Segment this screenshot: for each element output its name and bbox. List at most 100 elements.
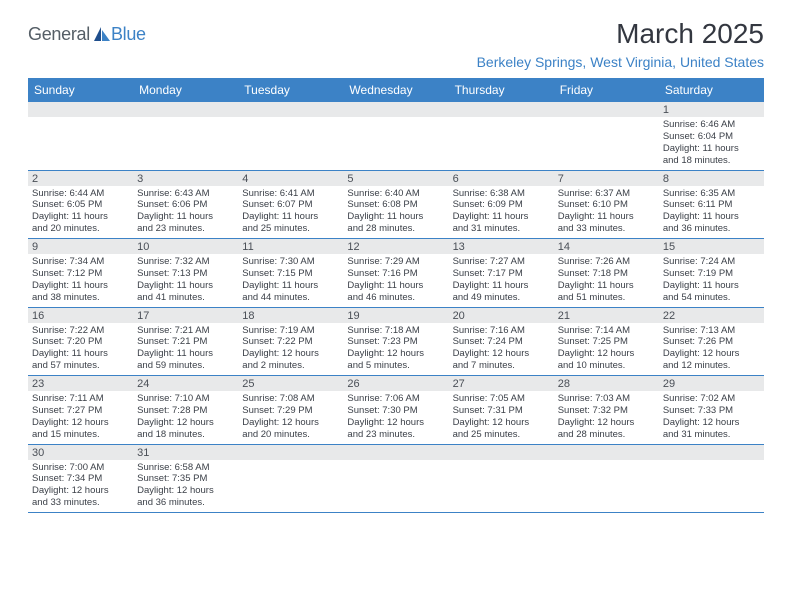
day-cell <box>343 117 448 170</box>
calendar-week: 16171819202122Sunrise: 7:22 AMSunset: 7:… <box>28 308 764 377</box>
day-number: 13 <box>449 239 554 254</box>
daylight-text-1: Daylight: 11 hours <box>32 348 129 360</box>
day-content-row: Sunrise: 7:00 AMSunset: 7:34 PMDaylight:… <box>28 460 764 513</box>
sunset-text: Sunset: 7:17 PM <box>453 268 550 280</box>
daylight-text-2: and 31 minutes. <box>453 223 550 235</box>
weekday-header: Wednesday <box>343 78 448 102</box>
day-number <box>133 102 238 117</box>
daylight-text-1: Daylight: 11 hours <box>137 211 234 223</box>
sunset-text: Sunset: 7:24 PM <box>453 336 550 348</box>
sunset-text: Sunset: 7:32 PM <box>558 405 655 417</box>
day-cell: Sunrise: 7:19 AMSunset: 7:22 PMDaylight:… <box>238 323 343 376</box>
day-number: 10 <box>133 239 238 254</box>
sunrise-text: Sunrise: 6:43 AM <box>137 188 234 200</box>
daylight-text-1: Daylight: 12 hours <box>663 348 760 360</box>
calendar-week: 9101112131415Sunrise: 7:34 AMSunset: 7:1… <box>28 239 764 308</box>
daylight-text-1: Daylight: 11 hours <box>32 211 129 223</box>
day-number: 28 <box>554 376 659 391</box>
weekday-header: Saturday <box>659 78 764 102</box>
day-number: 22 <box>659 308 764 323</box>
daylight-text-1: Daylight: 11 hours <box>558 211 655 223</box>
day-number <box>28 102 133 117</box>
sunset-text: Sunset: 6:08 PM <box>347 199 444 211</box>
day-cell: Sunrise: 7:10 AMSunset: 7:28 PMDaylight:… <box>133 391 238 444</box>
header: General Blue March 2025 Berkeley Springs… <box>28 18 764 70</box>
weekday-header: Monday <box>133 78 238 102</box>
sunset-text: Sunset: 7:26 PM <box>663 336 760 348</box>
logo: General Blue <box>28 24 146 45</box>
sunrise-text: Sunrise: 7:34 AM <box>32 256 129 268</box>
day-cell: Sunrise: 7:00 AMSunset: 7:34 PMDaylight:… <box>28 460 133 513</box>
sunset-text: Sunset: 7:19 PM <box>663 268 760 280</box>
daylight-text-1: Daylight: 11 hours <box>137 348 234 360</box>
day-cell: Sunrise: 7:30 AMSunset: 7:15 PMDaylight:… <box>238 254 343 307</box>
day-number: 1 <box>659 102 764 117</box>
day-number: 21 <box>554 308 659 323</box>
sunrise-text: Sunrise: 6:58 AM <box>137 462 234 474</box>
daylight-text-1: Daylight: 11 hours <box>453 280 550 292</box>
day-number: 27 <box>449 376 554 391</box>
daylight-text-2: and 49 minutes. <box>453 292 550 304</box>
day-cell: Sunrise: 7:27 AMSunset: 7:17 PMDaylight:… <box>449 254 554 307</box>
day-number: 30 <box>28 445 133 460</box>
day-cell: Sunrise: 7:34 AMSunset: 7:12 PMDaylight:… <box>28 254 133 307</box>
day-cell: Sunrise: 7:26 AMSunset: 7:18 PMDaylight:… <box>554 254 659 307</box>
day-number <box>343 445 448 460</box>
sunset-text: Sunset: 7:28 PM <box>137 405 234 417</box>
day-cell <box>238 460 343 513</box>
daylight-text-2: and 54 minutes. <box>663 292 760 304</box>
day-cell <box>343 460 448 513</box>
day-number: 12 <box>343 239 448 254</box>
daylight-text-2: and 33 minutes. <box>32 497 129 509</box>
sunset-text: Sunset: 7:35 PM <box>137 473 234 485</box>
day-number: 16 <box>28 308 133 323</box>
day-number-row: 2345678 <box>28 171 764 186</box>
day-number: 6 <box>449 171 554 186</box>
day-cell: Sunrise: 6:58 AMSunset: 7:35 PMDaylight:… <box>133 460 238 513</box>
daylight-text-2: and 25 minutes. <box>242 223 339 235</box>
sunrise-text: Sunrise: 7:19 AM <box>242 325 339 337</box>
daylight-text-2: and 12 minutes. <box>663 360 760 372</box>
day-cell: Sunrise: 7:24 AMSunset: 7:19 PMDaylight:… <box>659 254 764 307</box>
sunset-text: Sunset: 7:18 PM <box>558 268 655 280</box>
daylight-text-2: and 15 minutes. <box>32 429 129 441</box>
sunset-text: Sunset: 7:33 PM <box>663 405 760 417</box>
day-cell: Sunrise: 7:21 AMSunset: 7:21 PMDaylight:… <box>133 323 238 376</box>
day-number: 7 <box>554 171 659 186</box>
daylight-text-2: and 23 minutes. <box>137 223 234 235</box>
daylight-text-2: and 25 minutes. <box>453 429 550 441</box>
sunrise-text: Sunrise: 6:46 AM <box>663 119 760 131</box>
day-cell: Sunrise: 7:13 AMSunset: 7:26 PMDaylight:… <box>659 323 764 376</box>
sunrise-text: Sunrise: 7:03 AM <box>558 393 655 405</box>
weekday-header-row: SundayMondayTuesdayWednesdayThursdayFrid… <box>28 78 764 102</box>
day-number: 11 <box>238 239 343 254</box>
day-number: 23 <box>28 376 133 391</box>
day-number: 2 <box>28 171 133 186</box>
sunrise-text: Sunrise: 7:26 AM <box>558 256 655 268</box>
calendar-week: 2345678Sunrise: 6:44 AMSunset: 6:05 PMDa… <box>28 171 764 240</box>
sunset-text: Sunset: 6:10 PM <box>558 199 655 211</box>
day-number: 15 <box>659 239 764 254</box>
daylight-text-1: Daylight: 12 hours <box>347 417 444 429</box>
sunrise-text: Sunrise: 7:14 AM <box>558 325 655 337</box>
day-cell: Sunrise: 6:35 AMSunset: 6:11 PMDaylight:… <box>659 186 764 239</box>
daylight-text-1: Daylight: 12 hours <box>663 417 760 429</box>
daylight-text-2: and 38 minutes. <box>32 292 129 304</box>
day-number <box>238 445 343 460</box>
sunset-text: Sunset: 6:11 PM <box>663 199 760 211</box>
sunset-text: Sunset: 7:27 PM <box>32 405 129 417</box>
weekday-header: Sunday <box>28 78 133 102</box>
daylight-text-1: Daylight: 12 hours <box>453 348 550 360</box>
sunrise-text: Sunrise: 7:29 AM <box>347 256 444 268</box>
sunrise-text: Sunrise: 6:40 AM <box>347 188 444 200</box>
daylight-text-1: Daylight: 12 hours <box>242 348 339 360</box>
day-cell <box>554 460 659 513</box>
sunset-text: Sunset: 7:13 PM <box>137 268 234 280</box>
daylight-text-1: Daylight: 11 hours <box>242 211 339 223</box>
day-cell: Sunrise: 7:05 AMSunset: 7:31 PMDaylight:… <box>449 391 554 444</box>
sunrise-text: Sunrise: 6:38 AM <box>453 188 550 200</box>
day-cell: Sunrise: 7:11 AMSunset: 7:27 PMDaylight:… <box>28 391 133 444</box>
daylight-text-2: and 36 minutes. <box>137 497 234 509</box>
daylight-text-2: and 44 minutes. <box>242 292 339 304</box>
calendar-document: General Blue March 2025 Berkeley Springs… <box>0 0 792 513</box>
